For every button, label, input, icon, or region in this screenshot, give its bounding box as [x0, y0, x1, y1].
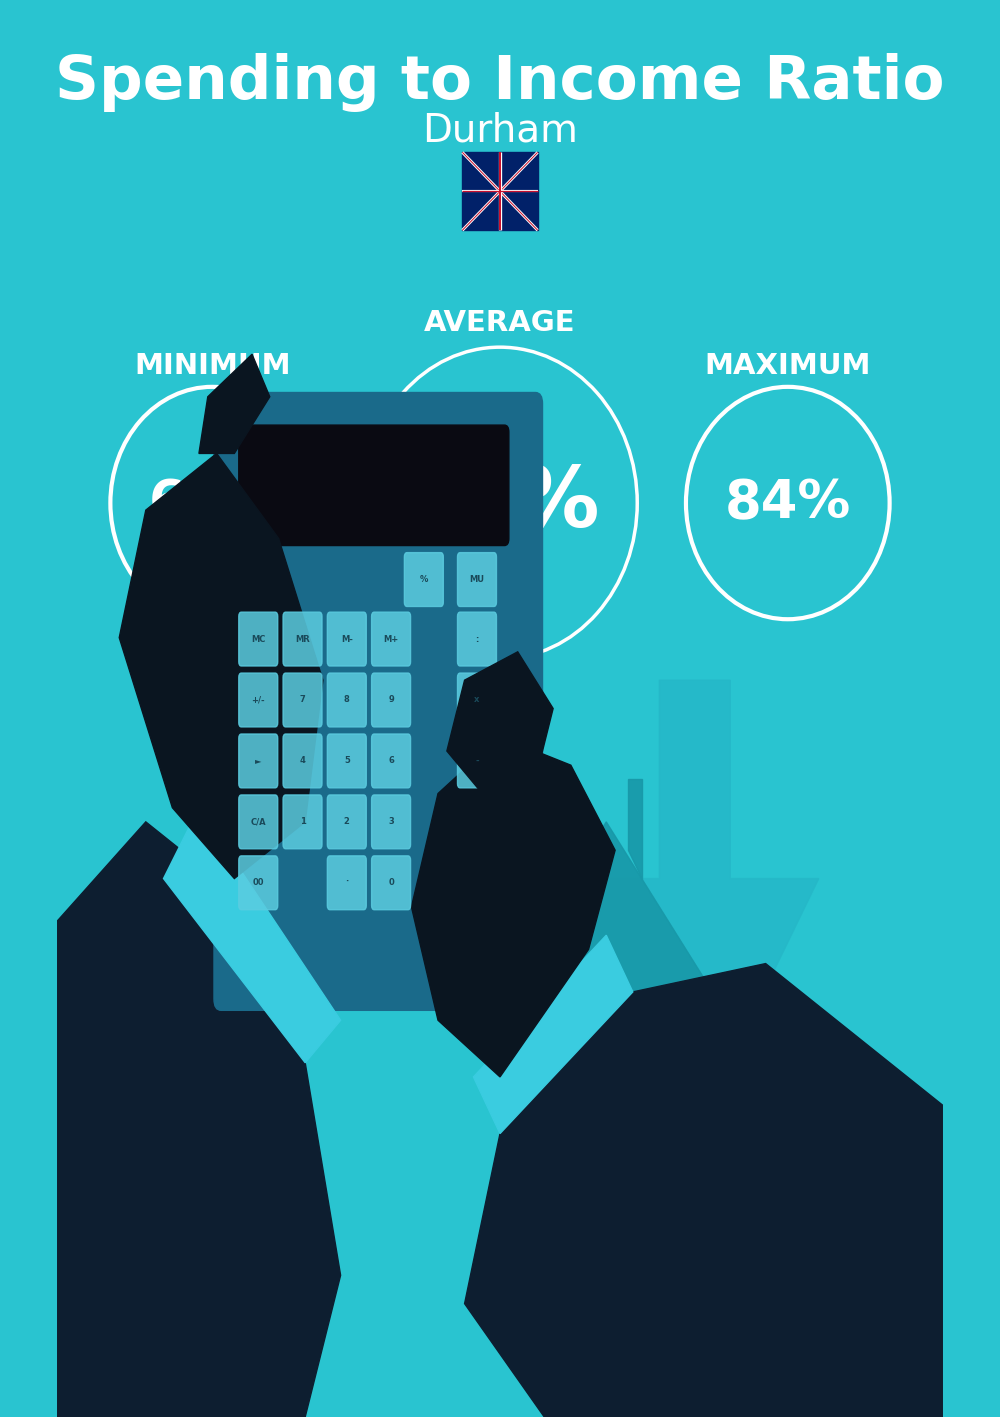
FancyBboxPatch shape — [283, 612, 322, 666]
Polygon shape — [385, 708, 544, 1034]
Polygon shape — [465, 964, 943, 1417]
Text: 2: 2 — [344, 818, 350, 826]
FancyBboxPatch shape — [372, 734, 411, 788]
Polygon shape — [473, 935, 633, 1134]
FancyBboxPatch shape — [327, 734, 366, 788]
FancyBboxPatch shape — [462, 153, 538, 230]
Text: $: $ — [719, 1162, 733, 1182]
FancyBboxPatch shape — [457, 734, 496, 788]
FancyBboxPatch shape — [704, 1156, 783, 1170]
FancyBboxPatch shape — [704, 1173, 783, 1187]
Polygon shape — [447, 652, 553, 794]
Text: 84%: 84% — [725, 478, 851, 529]
FancyBboxPatch shape — [239, 734, 278, 788]
Text: 7: 7 — [300, 696, 305, 704]
Text: 0: 0 — [388, 879, 394, 887]
FancyBboxPatch shape — [704, 1139, 783, 1153]
FancyBboxPatch shape — [214, 393, 543, 1010]
FancyBboxPatch shape — [283, 795, 322, 849]
FancyBboxPatch shape — [239, 856, 278, 910]
Text: 67%: 67% — [149, 478, 275, 529]
FancyBboxPatch shape — [704, 1190, 783, 1204]
Text: 4: 4 — [300, 757, 305, 765]
Text: 1: 1 — [300, 818, 305, 826]
Text: +/-: +/- — [251, 696, 265, 704]
FancyBboxPatch shape — [239, 795, 278, 849]
FancyBboxPatch shape — [713, 1097, 739, 1122]
FancyBboxPatch shape — [327, 612, 366, 666]
FancyBboxPatch shape — [566, 1084, 591, 1204]
FancyBboxPatch shape — [457, 553, 496, 606]
FancyBboxPatch shape — [283, 673, 322, 727]
Polygon shape — [164, 808, 341, 1063]
Text: ►: ► — [255, 757, 262, 765]
FancyBboxPatch shape — [372, 795, 411, 849]
Text: 5: 5 — [344, 757, 350, 765]
Text: 3: 3 — [388, 818, 394, 826]
FancyBboxPatch shape — [327, 673, 366, 727]
Text: MAXIMUM: MAXIMUM — [705, 351, 871, 380]
FancyBboxPatch shape — [457, 612, 496, 666]
FancyBboxPatch shape — [239, 425, 509, 546]
FancyBboxPatch shape — [372, 856, 411, 910]
Text: 00: 00 — [253, 879, 264, 887]
FancyBboxPatch shape — [457, 673, 496, 727]
Text: 9: 9 — [388, 696, 394, 704]
Polygon shape — [199, 354, 270, 453]
FancyBboxPatch shape — [239, 673, 278, 727]
Text: %: % — [420, 575, 428, 584]
Text: 8: 8 — [344, 696, 350, 704]
Text: :: : — [475, 635, 479, 643]
Polygon shape — [518, 992, 695, 1204]
Polygon shape — [287, 737, 394, 964]
Text: M+: M+ — [383, 635, 399, 643]
Text: $: $ — [789, 1187, 813, 1221]
Polygon shape — [119, 453, 323, 879]
Text: 75%: 75% — [400, 462, 600, 544]
Text: MU: MU — [469, 575, 484, 584]
Text: MINIMUM: MINIMUM — [134, 351, 291, 380]
Polygon shape — [628, 779, 642, 879]
FancyBboxPatch shape — [239, 612, 278, 666]
Ellipse shape — [697, 1117, 755, 1221]
Text: MC: MC — [251, 635, 265, 643]
Text: Spending to Income Ratio: Spending to Income Ratio — [55, 52, 945, 112]
Text: C/A: C/A — [250, 818, 266, 826]
Polygon shape — [571, 680, 819, 1134]
Ellipse shape — [759, 1117, 843, 1278]
Text: -: - — [475, 757, 479, 765]
FancyBboxPatch shape — [327, 795, 366, 849]
FancyBboxPatch shape — [595, 1084, 620, 1204]
FancyBboxPatch shape — [404, 553, 443, 606]
Polygon shape — [411, 737, 615, 1077]
FancyBboxPatch shape — [704, 1122, 783, 1136]
FancyBboxPatch shape — [372, 673, 411, 727]
Text: ·: · — [345, 879, 348, 887]
FancyBboxPatch shape — [327, 856, 366, 910]
Text: M-: M- — [341, 635, 353, 643]
Text: Durham: Durham — [422, 112, 578, 149]
Text: 6: 6 — [388, 757, 394, 765]
Polygon shape — [500, 822, 713, 992]
FancyBboxPatch shape — [785, 1094, 817, 1125]
Polygon shape — [57, 822, 341, 1417]
Text: MR: MR — [295, 635, 310, 643]
FancyBboxPatch shape — [283, 734, 322, 788]
Text: x: x — [474, 696, 480, 704]
FancyBboxPatch shape — [372, 612, 411, 666]
Text: AVERAGE: AVERAGE — [424, 309, 576, 337]
